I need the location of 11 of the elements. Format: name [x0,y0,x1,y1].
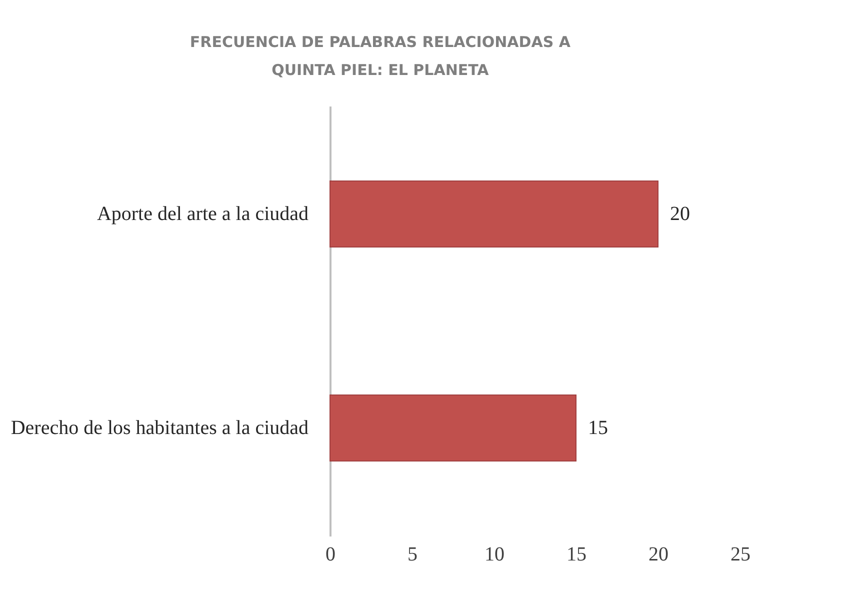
x-tick-label: 0 [326,544,336,566]
x-tick-label: 25 [730,544,750,566]
y-tick-label: Aporte del arte a la ciudad [96,203,308,226]
data-label: 15 [588,416,608,439]
x-tick-label: 20 [648,544,668,566]
chart-title: FRECUENCIA DE PALABRAS RELACIONADAS A QUINTA PIEL: EL PLANETA [190,33,571,79]
x-tick-label: 15 [566,544,586,566]
y-tick-label: Derecho de los habitantes a la ciudad [10,416,308,439]
data-label: 20 [670,203,690,226]
x-tick-label: 10 [484,544,504,566]
x-tick-label: 5 [408,544,418,566]
